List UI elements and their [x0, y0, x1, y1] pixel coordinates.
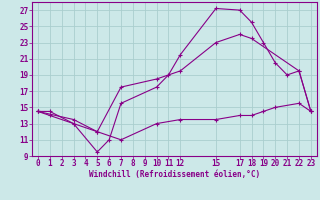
- X-axis label: Windchill (Refroidissement éolien,°C): Windchill (Refroidissement éolien,°C): [89, 170, 260, 179]
